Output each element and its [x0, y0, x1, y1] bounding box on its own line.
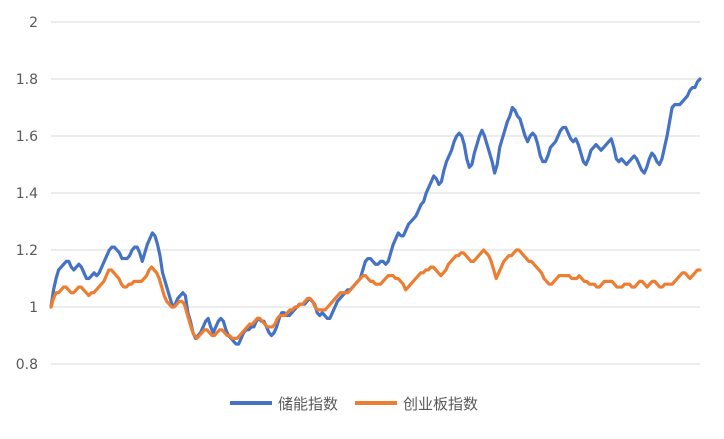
- y-tick-label-3: 1.4: [16, 186, 38, 202]
- y-axis-tick-labels: 0.8 1 1.2 1.4 1.6 1.8 2: [16, 15, 38, 373]
- gridlines: [51, 21, 700, 365]
- y-tick-label-6: 2: [29, 15, 38, 31]
- series-lines: [49, 77, 702, 346]
- legend-label-chuneng: 储能指数: [278, 395, 338, 413]
- y-tick-label-2: 1.2: [16, 243, 38, 259]
- y-tick-label-0: 0.8: [16, 357, 38, 373]
- series-line-0: [49, 77, 702, 346]
- legend: 储能指数 创业板指数: [230, 395, 478, 413]
- y-tick-label-4: 1.6: [16, 129, 38, 145]
- y-tick-label-1: 1: [29, 300, 38, 316]
- series-line-1: [49, 248, 702, 340]
- legend-label-chuangye: 创业板指数: [403, 395, 478, 413]
- y-tick-label-5: 1.8: [16, 72, 38, 88]
